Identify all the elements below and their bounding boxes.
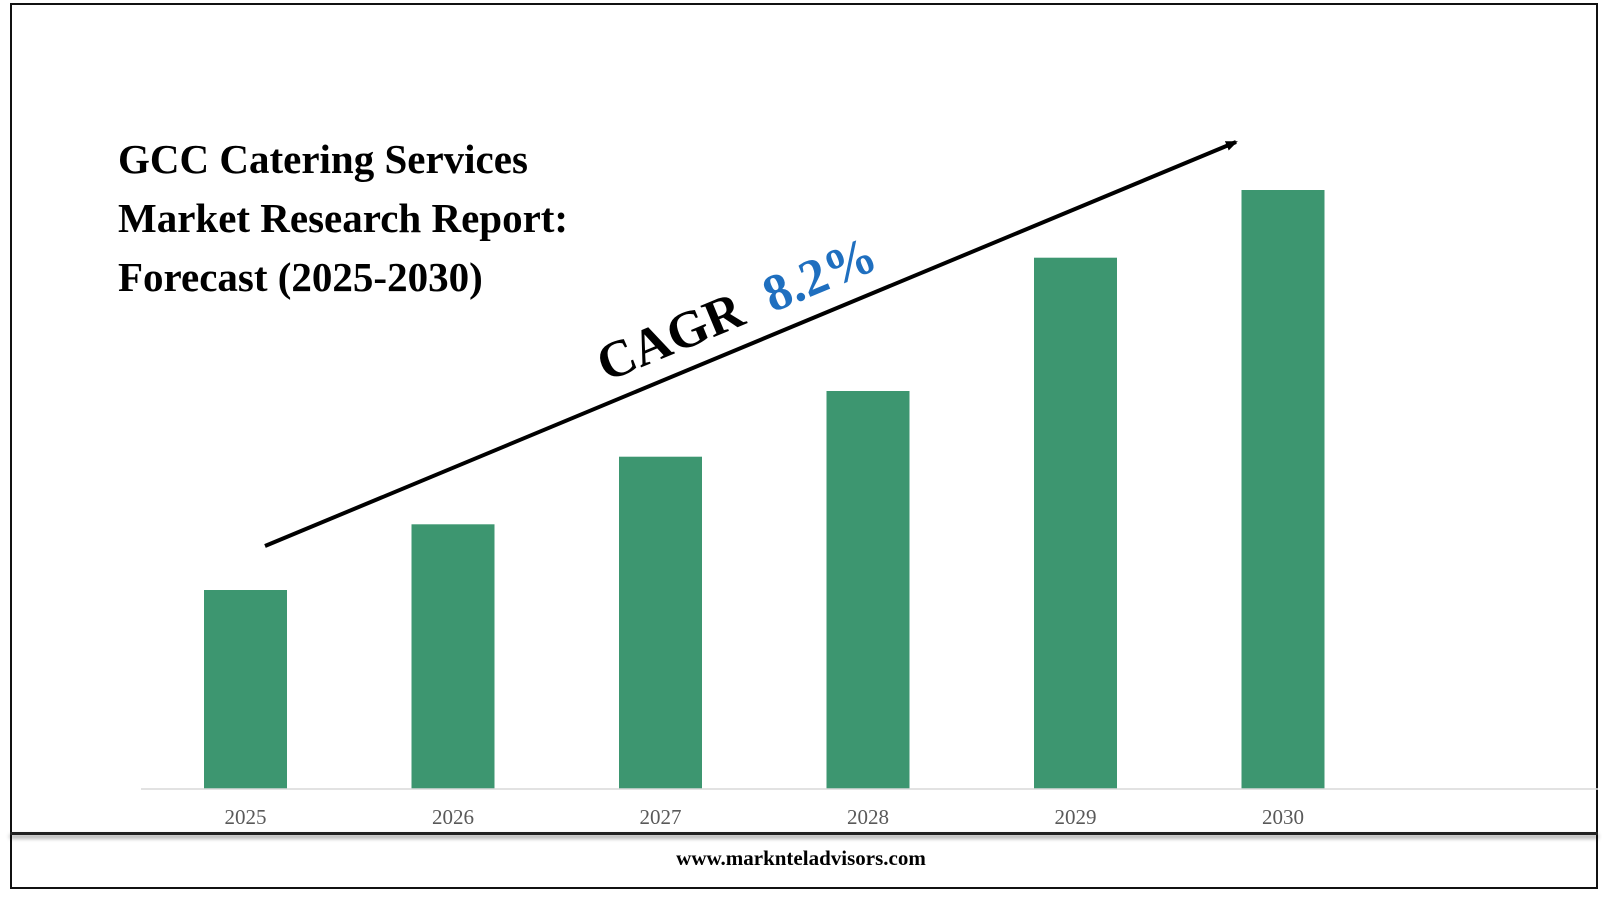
x-tick-labels: 2025 2026 2027 2028 2029 2030 [225,805,1305,829]
cagr-value: 8.2% [755,226,885,324]
footer-url[interactable]: www.marknteladvisors.com [676,846,926,870]
footer-divider [10,832,1598,835]
x-tick-label-2026: 2026 [432,805,474,829]
x-tick-label-2027: 2027 [640,805,682,829]
bar-2027 [619,456,702,789]
x-tick-label-2030: 2030 [1262,805,1304,829]
x-tick-label-2029: 2029 [1055,805,1097,829]
x-tick-label-2025: 2025 [225,805,267,829]
bars-group [204,190,1325,789]
cagr-annotation: CAGR 8.2% [589,226,885,393]
bar-2026 [411,524,495,789]
title-line-3: Forecast (2025-2030) [118,254,483,300]
chart-title: GCC Catering Services Market Research Re… [118,130,678,307]
x-tick-label-2028: 2028 [847,805,889,829]
cagr-trend-arrow [264,140,1238,548]
title-line-1: GCC Catering Services [118,136,528,182]
bar-2030 [1241,190,1325,789]
bar-2028 [826,391,910,789]
title-line-2: Market Research Report: [118,195,569,241]
bar-2029 [1034,257,1117,789]
bar-2025 [204,590,287,789]
